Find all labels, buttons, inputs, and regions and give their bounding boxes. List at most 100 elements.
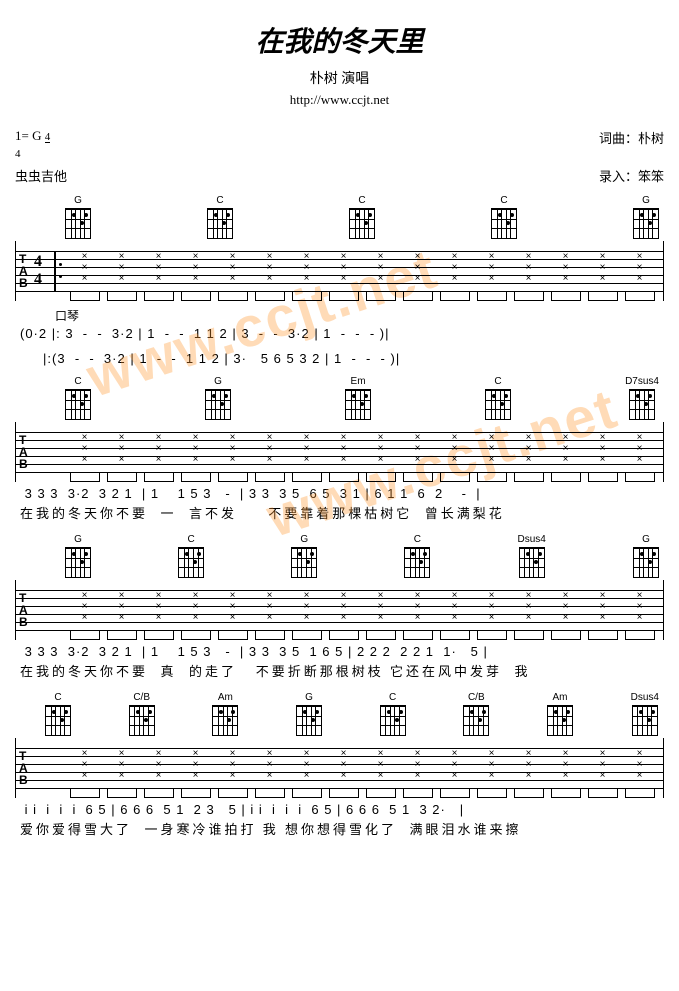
chord-diagram bbox=[633, 208, 659, 239]
tab-clef: TAB bbox=[19, 434, 28, 470]
beam-row bbox=[66, 474, 658, 482]
chord-diagram bbox=[519, 547, 545, 578]
beam-row bbox=[66, 790, 658, 798]
chord-row: C C/B Am G C C/B Am Dsus4 bbox=[45, 692, 659, 736]
chord-block: C bbox=[207, 195, 233, 239]
chord-diagram bbox=[547, 705, 573, 736]
artist-label: 朴树 演唱 bbox=[15, 68, 664, 88]
notation-line: 3 3 3 3·2 3 2 1 | 1 1 5 3 - | 3 3 3 5 1 … bbox=[20, 644, 664, 659]
notation-line: 3 3 3 3·2 3 2 1 | 1 1 5 3 - | 3 3 3 5 6 … bbox=[20, 486, 664, 501]
chord-name: D7sus4 bbox=[625, 376, 659, 387]
chord-block: C/B bbox=[129, 692, 155, 736]
chord-block: G bbox=[633, 195, 659, 239]
strum-pattern: ×××××××××××× ×××××××××××× ×××××××××××× ×… bbox=[66, 590, 658, 630]
chord-name: C bbox=[389, 692, 396, 703]
chord-diagram bbox=[463, 705, 489, 736]
chord-block: G bbox=[296, 692, 322, 736]
chord-diagram bbox=[178, 547, 204, 578]
chord-name: Am bbox=[552, 692, 567, 703]
timesig-top: 4 bbox=[45, 132, 51, 143]
chord-block: G bbox=[633, 534, 659, 578]
chord-diagram bbox=[45, 705, 71, 736]
chord-diagram bbox=[485, 389, 511, 420]
chord-name: C bbox=[216, 195, 223, 206]
notation-line: i i i i i 6 5 | 6 6 6 5 1 2 3 5 | i i i … bbox=[20, 802, 664, 817]
chord-diagram bbox=[65, 547, 91, 578]
chord-name: G bbox=[642, 195, 650, 206]
source-label: 虫虫吉他 bbox=[15, 166, 67, 185]
chord-diagram bbox=[129, 705, 155, 736]
chord-block: C bbox=[65, 376, 91, 420]
chord-block: C/B bbox=[463, 692, 489, 736]
tab-clef: TAB bbox=[19, 750, 28, 786]
tab-staff: TAB ×××××××××××× ×××××××××××× ××××××××××… bbox=[15, 738, 664, 798]
lyrics-line: 爱你爱得雪大了 一身寒冷谁拍打 我 想你想得雪化了 满眼泪水谁来擦 bbox=[20, 819, 664, 838]
chord-block: Dsus4 bbox=[631, 692, 659, 736]
chord-block: C bbox=[491, 195, 517, 239]
chord-block: G bbox=[65, 195, 91, 239]
chord-block: C bbox=[349, 195, 375, 239]
chord-diagram bbox=[491, 208, 517, 239]
chord-diagram bbox=[632, 705, 658, 736]
key-signature: 1= G bbox=[15, 128, 41, 143]
chord-block: G bbox=[205, 376, 231, 420]
chord-row: G C C C G bbox=[65, 195, 659, 239]
chord-name: C bbox=[414, 534, 421, 545]
strum-pattern: ×××××× ×××××× ×××××× ×××××× ×××××× ×××××… bbox=[66, 251, 658, 291]
input-credit: 录入：笨笨 bbox=[599, 166, 664, 185]
tab-clef: TAB bbox=[19, 253, 28, 289]
chord-row: G C G C Dsus4 G bbox=[65, 534, 659, 578]
time-signature: 44 bbox=[34, 253, 42, 289]
chord-diagram bbox=[404, 547, 430, 578]
chord-diagram bbox=[291, 547, 317, 578]
chord-name: C bbox=[358, 195, 365, 206]
chord-diagram bbox=[65, 389, 91, 420]
notation-line: |:(3 - - 3·2 | 1 - - 1 1 2 | 3· 5 6 5 3 … bbox=[20, 351, 664, 366]
chord-block: C bbox=[485, 376, 511, 420]
chord-block: Am bbox=[212, 692, 238, 736]
chord-name: G bbox=[214, 376, 222, 387]
composer-credit: 词曲：朴树 bbox=[599, 128, 664, 162]
chord-name: C bbox=[74, 376, 81, 387]
song-title: 在我的冬天里 bbox=[15, 20, 664, 60]
strum-pattern: ×××××××××××× ×××××××××××× ×××××××××××× ×… bbox=[66, 432, 658, 472]
chord-diagram bbox=[629, 389, 655, 420]
chord-name: G bbox=[642, 534, 650, 545]
chord-block: G bbox=[291, 534, 317, 578]
chord-name: C/B bbox=[133, 692, 150, 703]
chord-block: C bbox=[178, 534, 204, 578]
chord-diagram bbox=[296, 705, 322, 736]
chord-name: C bbox=[54, 692, 61, 703]
chord-block: C bbox=[404, 534, 430, 578]
chord-block: Am bbox=[547, 692, 573, 736]
chord-diagram bbox=[633, 547, 659, 578]
chord-block: C bbox=[380, 692, 406, 736]
chord-block: Em bbox=[345, 376, 371, 420]
chord-diagram bbox=[349, 208, 375, 239]
harmonica-label: 口琴 bbox=[55, 307, 664, 324]
chord-name: Am bbox=[218, 692, 233, 703]
tab-staff: TAB 44 ×××××× ×××××× ×××××× ×××××× ×××××… bbox=[15, 241, 664, 301]
chord-block: G bbox=[65, 534, 91, 578]
chord-diagram bbox=[65, 208, 91, 239]
chord-block: C bbox=[45, 692, 71, 736]
tab-clef: TAB bbox=[19, 592, 28, 628]
chord-row: C G Em C D7sus4 bbox=[65, 376, 659, 420]
chord-name: C bbox=[188, 534, 195, 545]
tab-staff: TAB ×××××××××××× ×××××××××××× ××××××××××… bbox=[15, 422, 664, 482]
chord-name: Dsus4 bbox=[631, 692, 659, 703]
source-url: http://www.ccjt.net bbox=[15, 92, 664, 108]
chord-block: D7sus4 bbox=[625, 376, 659, 420]
chord-diagram bbox=[207, 208, 233, 239]
chord-diagram bbox=[345, 389, 371, 420]
strum-pattern: ×××××××××××× ×××××××××××× ×××××××××××× ×… bbox=[66, 748, 658, 788]
chord-name: Dsus4 bbox=[518, 534, 546, 545]
chord-name: G bbox=[74, 195, 82, 206]
chord-name: G bbox=[74, 534, 82, 545]
tab-staff: TAB ×××××××××××× ×××××××××××× ××××××××××… bbox=[15, 580, 664, 640]
chord-name: G bbox=[305, 692, 313, 703]
chord-block: Dsus4 bbox=[518, 534, 546, 578]
chord-name: Em bbox=[351, 376, 366, 387]
chord-diagram bbox=[205, 389, 231, 420]
chord-name: C bbox=[500, 195, 507, 206]
